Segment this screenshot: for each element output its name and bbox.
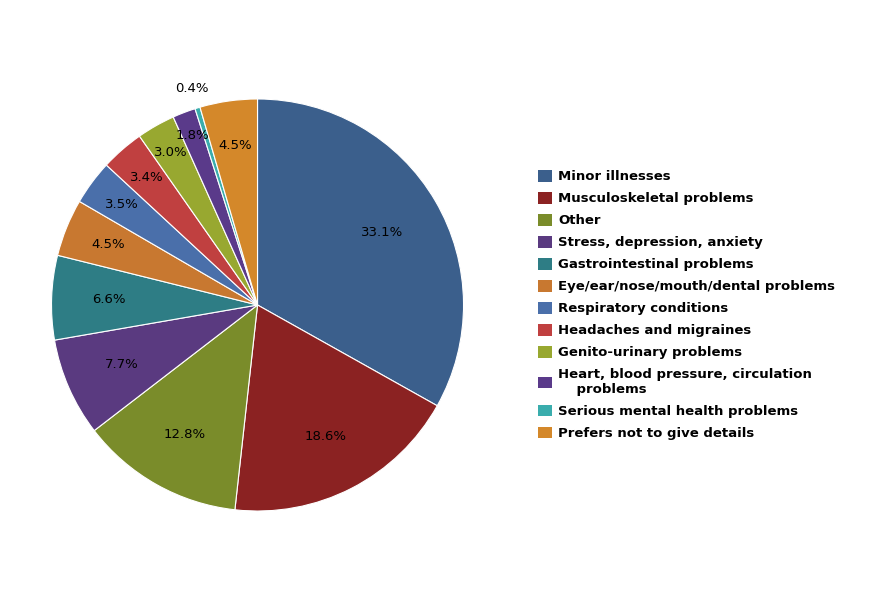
- Wedge shape: [79, 165, 258, 305]
- Text: 4.5%: 4.5%: [218, 140, 251, 152]
- Wedge shape: [235, 305, 437, 511]
- Wedge shape: [54, 305, 258, 431]
- Text: 3.5%: 3.5%: [105, 198, 139, 211]
- Wedge shape: [195, 107, 258, 305]
- Legend: Minor illnesses, Musculoskeletal problems, Other, Stress, depression, anxiety, G: Minor illnesses, Musculoskeletal problem…: [532, 163, 842, 447]
- Wedge shape: [200, 99, 258, 305]
- Wedge shape: [139, 117, 258, 305]
- Wedge shape: [107, 136, 258, 305]
- Text: 6.6%: 6.6%: [92, 293, 126, 306]
- Text: 12.8%: 12.8%: [163, 428, 206, 441]
- Text: 33.1%: 33.1%: [361, 226, 403, 239]
- Text: 7.7%: 7.7%: [105, 358, 139, 371]
- Text: 18.6%: 18.6%: [305, 431, 346, 443]
- Wedge shape: [94, 305, 258, 510]
- Text: 0.4%: 0.4%: [175, 82, 209, 95]
- Text: 3.0%: 3.0%: [155, 146, 188, 159]
- Text: 4.5%: 4.5%: [91, 238, 125, 251]
- Wedge shape: [58, 201, 258, 305]
- Wedge shape: [258, 99, 464, 406]
- Wedge shape: [173, 109, 258, 305]
- Text: 3.4%: 3.4%: [130, 171, 163, 184]
- Text: 1.8%: 1.8%: [176, 129, 210, 142]
- Wedge shape: [52, 256, 258, 340]
